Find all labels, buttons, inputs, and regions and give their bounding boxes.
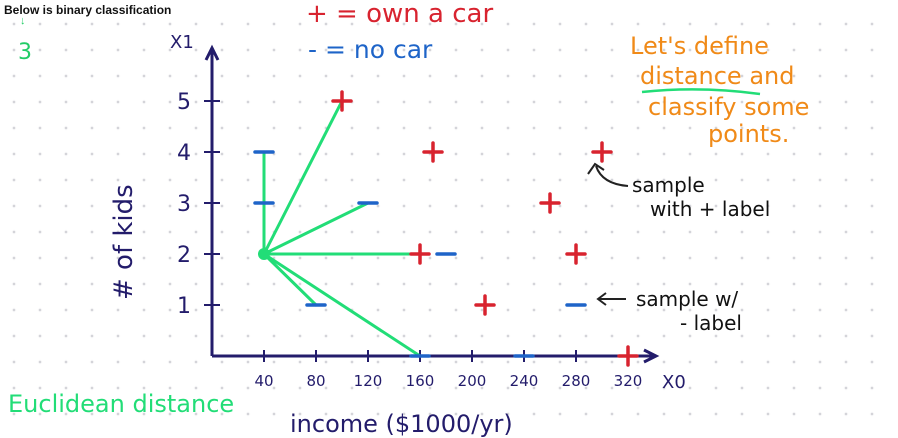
y-tick-label: 1 (177, 294, 191, 319)
chart-axes (204, 44, 660, 364)
heading-line1: Let's define (630, 32, 769, 60)
slide-number: 3 (18, 40, 32, 65)
distance-line (262, 201, 370, 256)
x-tick-label: 80 (306, 372, 325, 390)
positive-point (331, 90, 353, 112)
y-tick-label: 4 (177, 141, 191, 166)
y-axis-name: X1 (170, 32, 194, 53)
x-tick-label: 200 (458, 372, 487, 390)
legend-positive: + = own a car (306, 0, 493, 29)
note-positive-line1: sample (632, 173, 705, 197)
x-tick-label: 160 (406, 372, 435, 390)
y-tick-label: 3 (177, 192, 191, 217)
heading-line4: points. (708, 120, 789, 148)
y-axis-arrowhead (204, 44, 220, 61)
bottom-left-note: Euclidean distance (8, 390, 234, 418)
down-arrow-icon: ↓ (20, 15, 26, 27)
x-axis-name: X0 (662, 372, 686, 393)
caption-text: Below is binary classification (4, 3, 172, 17)
query-point (258, 248, 270, 260)
x-tick-label: 240 (510, 372, 539, 390)
x-axis-label: income ($1000/yr) (290, 410, 513, 438)
x-axis-arrowhead (643, 348, 660, 364)
note-negative-line2: - label (680, 311, 742, 335)
tick-labels: 40 80 120 160 200 240 280 320 1 2 3 4 5 (177, 90, 642, 390)
y-tick-label: 2 (177, 243, 191, 268)
note-positive-line2: with + label (650, 197, 770, 221)
positive-point (591, 141, 613, 163)
distance-line (262, 252, 422, 358)
note-negative-line1: sample w/ (636, 287, 738, 311)
heading-line2: distance and (640, 62, 794, 90)
distance-lines (262, 99, 422, 358)
positive-point (565, 243, 587, 265)
positive-point (474, 294, 496, 316)
green-underline (641, 88, 761, 96)
distance-line (262, 99, 344, 256)
y-tick-label: 5 (177, 90, 191, 115)
left-arrow-icon (596, 292, 626, 306)
x-tick-label: 40 (254, 372, 273, 390)
legend-negative: - = no car (308, 35, 433, 64)
distance-line (262, 252, 318, 307)
x-tick-label: 120 (354, 372, 383, 390)
positive-point (539, 192, 561, 214)
data-marks (253, 90, 639, 367)
curved-arrow-icon (587, 162, 629, 187)
x-tick-label: 320 (614, 372, 643, 390)
positive-point (617, 345, 639, 367)
y-axis-label: # of kids (109, 184, 139, 300)
positive-point (409, 243, 431, 265)
x-tick-label: 280 (562, 372, 591, 390)
positive-point (422, 141, 444, 163)
heading-line3: classify some (648, 93, 809, 121)
